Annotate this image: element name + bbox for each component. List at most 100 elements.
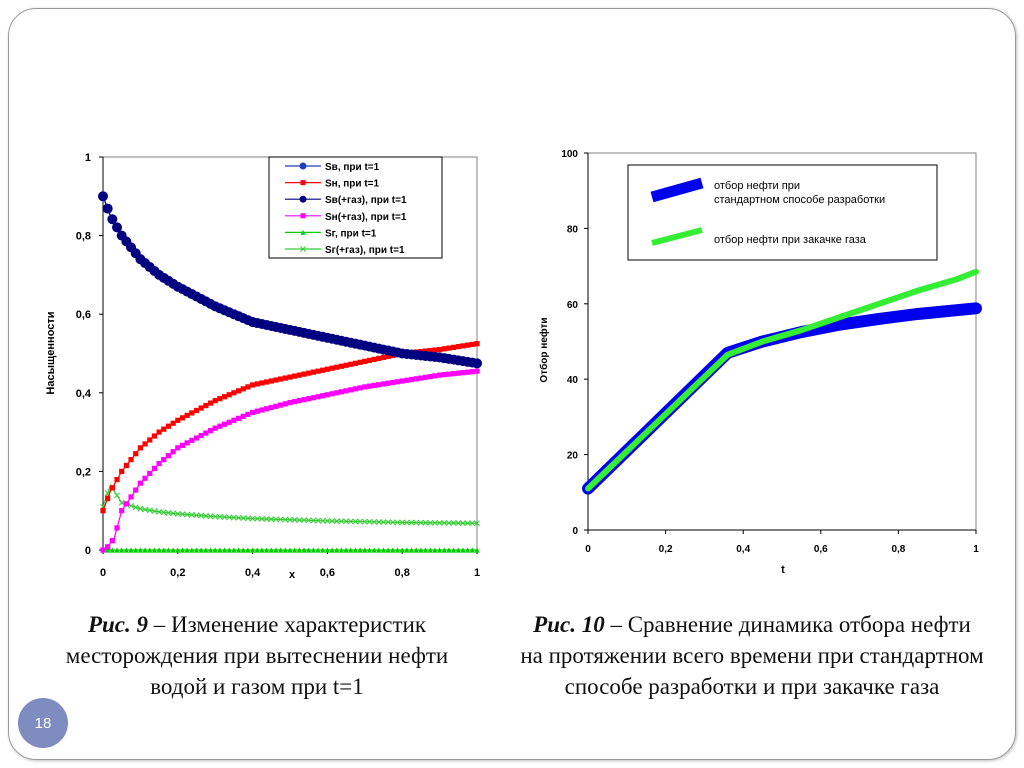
- chart-2-y-tick-label: 60: [567, 300, 579, 311]
- chart-1-point: [292, 547, 298, 553]
- chart-1-point: [338, 363, 345, 369]
- chart-1-point: [296, 547, 302, 553]
- chart-1-point: [315, 517, 322, 524]
- chart-1-point: [235, 415, 242, 421]
- chart-1-y-tick-label: 0,2: [76, 466, 91, 478]
- chart-1-point: [161, 457, 167, 463]
- chart-1-point: [394, 547, 401, 553]
- chart-1-point: [231, 417, 237, 423]
- chart-1-y-tick-label: 0,4: [76, 388, 92, 400]
- chart-1-point: [137, 505, 144, 512]
- chart-1-point: [371, 547, 377, 553]
- chart-1-point: [371, 518, 378, 525]
- chart-1-point: [357, 518, 364, 525]
- chart-1-point: [300, 180, 306, 186]
- chart-1-point: [446, 547, 452, 553]
- chart-1-point: [128, 457, 134, 463]
- chart-1-point: [329, 391, 335, 397]
- figure-9-caption: Рис. 9 – Изменение характеристик месторо…: [42, 609, 472, 702]
- chart-2-x-tick-label: 0,8: [891, 544, 905, 555]
- chart-1-point: [203, 430, 209, 436]
- chart-1-point: [231, 390, 237, 396]
- chart-1-point: [254, 408, 260, 414]
- chart-1-point: [226, 514, 233, 521]
- chart-1-series-4: [100, 547, 480, 553]
- chart-1-point: [109, 538, 115, 544]
- chart-1-series-3: [100, 368, 480, 553]
- chart-1-point: [399, 519, 406, 526]
- chart-1-point: [245, 384, 251, 390]
- chart-1-point: [217, 396, 223, 402]
- chart-1-point: [259, 547, 265, 553]
- chart-1-point: [245, 411, 251, 418]
- chart-1-point: [114, 547, 120, 553]
- chart-1-point: [301, 517, 307, 524]
- chart-1-point: [249, 515, 256, 522]
- chart-1-point: [465, 342, 471, 348]
- chart-1-point: [451, 547, 457, 553]
- chart-1-point: [230, 514, 237, 521]
- chart-1-point: [170, 420, 176, 426]
- chart-1-point: [437, 547, 443, 553]
- chart-1-point: [291, 516, 298, 523]
- chart-1-point: [235, 514, 242, 521]
- chart-1-point: [282, 516, 289, 523]
- chart-1-point: [287, 547, 293, 553]
- chart-1-point: [385, 380, 391, 386]
- chart-1-point: [451, 371, 457, 377]
- chart-1-point: [390, 379, 396, 386]
- chart-1-point: [441, 519, 448, 526]
- chart-1-point: [102, 203, 113, 214]
- chart-1-point: [343, 362, 349, 368]
- chart-1-point: [193, 407, 200, 414]
- chart-2-y-tick-label: 0: [572, 526, 578, 537]
- chart-1-point: [417, 519, 424, 526]
- chart-1-point: [123, 547, 129, 553]
- chart-1-point: [300, 246, 306, 252]
- chart-1-point: [474, 547, 480, 553]
- chart-1-point: [404, 377, 410, 383]
- chart-1-point: [348, 361, 354, 367]
- chart-1-legend-label: Sн(+газ), при t=1: [325, 212, 407, 223]
- chart-1-point: [189, 547, 195, 553]
- chart-1-point: [347, 518, 354, 525]
- chart-1-point: [118, 499, 125, 506]
- chart-1-x-tick-label: 0,4: [245, 567, 261, 579]
- chart-1-point: [202, 512, 209, 519]
- chart-1-point: [310, 547, 316, 553]
- chart-1-point: [357, 359, 363, 365]
- chart-1-point: [460, 547, 466, 553]
- chart-1-point: [114, 492, 120, 499]
- chart-1-point: [128, 502, 135, 509]
- chart-1-point: [394, 379, 401, 385]
- chart-2-legend-label-0: отбор нефти при стандартном способе разра…: [714, 180, 885, 206]
- chart-1-point: [268, 378, 274, 384]
- chart-1-point: [418, 375, 424, 381]
- chart-1-point: [301, 371, 307, 377]
- chart-1-point: [207, 428, 214, 434]
- chart-1-point: [422, 374, 429, 380]
- chart-1-legend: [268, 156, 443, 259]
- chart-1-point: [109, 485, 115, 491]
- chart-1-point: [329, 365, 335, 371]
- chart-1-point: [306, 370, 312, 376]
- chart-1-point: [474, 341, 480, 347]
- chart-1-point: [147, 547, 153, 553]
- chart-1-point: [296, 398, 302, 404]
- chart-1-legend-label: Sв, при t=1: [325, 162, 380, 173]
- chart-1-point: [240, 547, 246, 553]
- chart-1-point: [310, 369, 316, 375]
- chart-1-point: [469, 341, 475, 348]
- chart-1-point: [160, 509, 167, 516]
- chart-1-point: [324, 392, 330, 398]
- figure-10-caption-lead: Рис. 10: [533, 612, 605, 637]
- chart-1-point: [432, 373, 438, 379]
- chart-1-point: [268, 404, 274, 411]
- chart-1-point: [300, 229, 306, 235]
- chart-1-point: [151, 508, 158, 515]
- chart-1-point: [287, 400, 293, 406]
- chart-1-point: [254, 515, 261, 522]
- chart-1-point: [474, 368, 480, 374]
- chart-1-point: [357, 385, 363, 391]
- chart-1-point: [352, 547, 359, 553]
